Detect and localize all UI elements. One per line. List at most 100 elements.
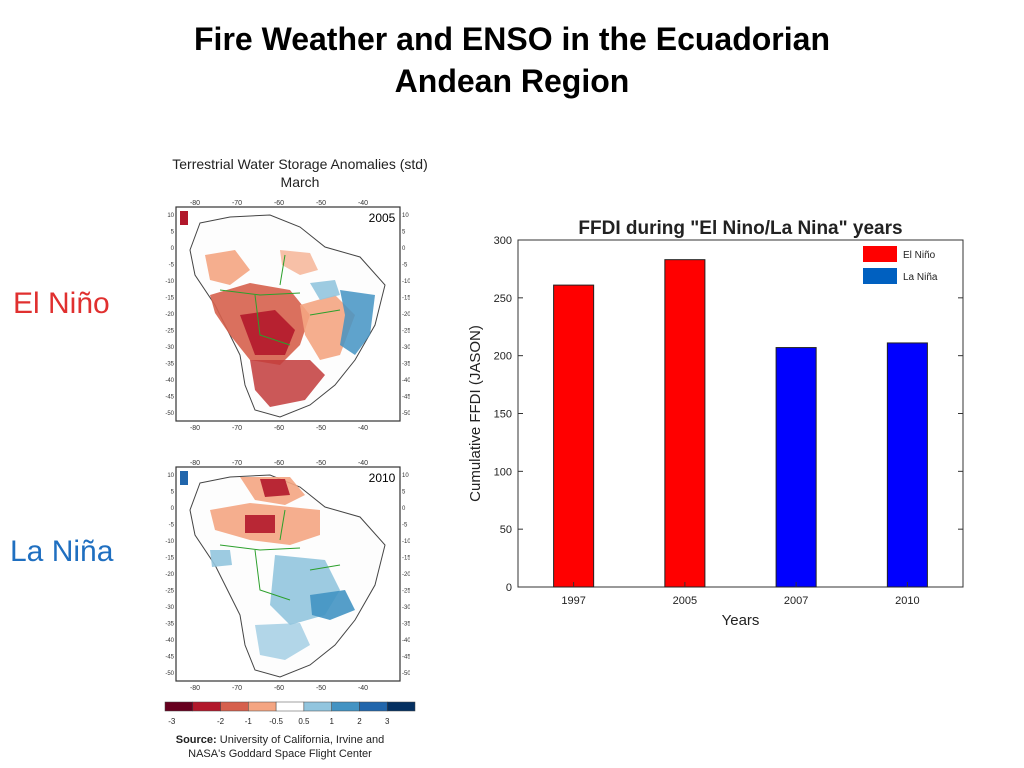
lat-tick-left: -5: [169, 523, 175, 529]
lat-tick-left: -15: [165, 296, 174, 302]
lon-tick-top: -60: [274, 200, 284, 207]
lat-tick-left: -45: [165, 395, 174, 401]
lat-tick-left: -35: [165, 622, 174, 628]
lat-tick-left: 0: [171, 506, 175, 512]
y-tick-label: 50: [500, 524, 512, 536]
tws-map-2010-svg: 2010 -80-80-70-70-60-60-50-50-40-40 10 10…: [165, 460, 410, 692]
lat-tick-left: -15: [165, 556, 174, 562]
colorbar-segment: [192, 701, 221, 712]
tws-map-2005-svg: 2005 -80-80-70-70-60-60-50-50-40-40 10 10…: [165, 200, 410, 432]
source-line1: University of California, Irvine and: [219, 734, 385, 746]
x-tick-label: 2007: [784, 595, 808, 607]
lon-tick-bottom: -60: [274, 425, 284, 432]
lat-tick-left: 5: [171, 490, 175, 496]
chart-title: FFDI during "El Nino/La Nina" years: [578, 218, 902, 239]
lat-tick-left: -25: [165, 589, 174, 595]
colorbar-segment: [331, 701, 360, 712]
lat-tick-left: 5: [171, 230, 175, 236]
lon-tick-bottom: -50: [316, 685, 326, 692]
lat-tick-left: -50: [165, 671, 174, 677]
y-tick-label: 300: [494, 235, 512, 247]
map-2010-lon-ticks: -80 -80 -70 -70 -60 -60 -50 -50 -40 -40: [190, 460, 368, 692]
slide-title-line2: Andean Region: [394, 63, 630, 99]
colorbar-svg: -3 -2 -1 -0.5 0.5 1 2 3: [164, 701, 416, 726]
map-caption-line1: Terrestrial Water Storage Anomalies (std…: [172, 156, 428, 172]
lat-tick-right: -20: [402, 312, 410, 318]
legend-swatch: [863, 246, 897, 262]
lat-tick-left: -40: [165, 378, 174, 384]
legend-label: La Niña: [903, 272, 938, 283]
legend-swatch: [863, 268, 897, 284]
lat-tick-left: -10: [165, 279, 174, 285]
colorbar-tick-label: 3: [385, 717, 390, 726]
lon-tick-top: -70: [232, 460, 242, 467]
lat-tick-left: 10: [167, 473, 174, 479]
lat-tick-right: -40: [402, 638, 410, 644]
lat-tick-right: -10: [402, 539, 410, 545]
lat-tick-left: -5: [169, 263, 175, 269]
lat-tick-left: -10: [165, 539, 174, 545]
colorbar-tick-label: 2: [357, 717, 362, 726]
colorbar-tick-label: 1: [329, 717, 334, 726]
y-tick-label: 200: [494, 351, 512, 363]
lat-tick-left: -25: [165, 329, 174, 335]
bar-1997: [553, 284, 595, 588]
source-credit: Source: University of California, Irvine…: [150, 733, 410, 761]
lon-tick-bottom: -70: [232, 425, 242, 432]
chart-legend: El Niño La Niña: [863, 246, 938, 284]
lat-tick-right: -15: [402, 556, 410, 562]
lat-tick-left: -45: [165, 655, 174, 661]
lat-tick-left: -50: [165, 411, 174, 417]
lat-tick-right: 5: [402, 490, 406, 496]
lon-tick-top: -50: [316, 200, 326, 207]
lon-tick-bottom: -40: [358, 425, 368, 432]
colorbar-tick-label: -1: [245, 717, 253, 726]
colorbar-tick-label: 0.5: [298, 717, 310, 726]
lat-tick-right: -5: [402, 523, 408, 529]
lat-tick-right: -15: [402, 296, 410, 302]
lat-tick-right: -5: [402, 263, 408, 269]
lat-tick-right: -45: [402, 395, 410, 401]
lat-tick-right: 0: [402, 506, 406, 512]
colorbar-segment: [220, 701, 249, 712]
lon-tick-top: -80: [190, 460, 200, 467]
lat-tick-right: -20: [402, 572, 410, 578]
bar-2010: [886, 342, 928, 588]
map-caption-line2: March: [280, 174, 320, 190]
map-2005-lon-ticks: -80 -80 -70 -70 -60 -60 -50 -50 -40 -40: [190, 200, 368, 432]
source-line2: NASA's Goddard Space Flight Center: [188, 748, 372, 760]
lat-tick-right: -40: [402, 378, 410, 384]
slide-title: Fire Weather and ENSO in the Ecuadorian …: [112, 18, 912, 102]
colorbar-segment: [248, 701, 277, 712]
lat-tick-right: -10: [402, 279, 410, 285]
lon-tick-top: -60: [274, 460, 284, 467]
lon-tick-bottom: -60: [274, 685, 284, 692]
map-year-2010: 2010: [369, 471, 396, 485]
map-caption: Terrestrial Water Storage Anomalies (std…: [150, 155, 450, 191]
x-tick-label: 2005: [673, 595, 697, 607]
tws-map-2010: 2010 -80 -80 -70 -70 -60 -60 -50 -50 -40 -40 10 10…: [160, 455, 410, 693]
lat-tick-right: -25: [402, 589, 410, 595]
map-2005-lat-ticks: 10 10 5 5 0 0 -5 -5 -10 -10 -15 -15 -20 -20 -25 -25 -30 -…: [165, 213, 410, 417]
ffdi-bar-chart: FFDI during "El Nino/La Nina" years 0 50 10…: [460, 210, 980, 630]
lat-tick-right: -30: [402, 605, 410, 611]
lat-tick-right: 10: [402, 213, 409, 219]
colorbar-tick-label: -2: [217, 717, 225, 726]
lon-tick-top: -40: [358, 200, 368, 207]
bar-2007: [775, 347, 817, 588]
colorbar-segment: [164, 701, 194, 712]
lat-tick-left: -30: [165, 605, 174, 611]
lat-tick-left: -35: [165, 362, 174, 368]
lat-tick-left: 10: [167, 213, 174, 219]
x-axis-label: Years: [722, 612, 760, 629]
colorbar-segment: [386, 701, 416, 712]
lon-tick-bottom: -70: [232, 685, 242, 692]
lat-tick-left: 0: [171, 246, 175, 252]
tws-map-2005: 2005 -80 -80 -70 -70 -60 -60 -50 -50 -40 -40 10 10…: [160, 195, 410, 433]
lat-tick-left: -30: [165, 345, 174, 351]
lat-tick-right: 5: [402, 230, 406, 236]
x-tick-label: 2010: [895, 595, 919, 607]
colorbar-tick-label: -3: [168, 717, 176, 726]
y-tick-label: 0: [506, 582, 512, 594]
lon-tick-bottom: -40: [358, 685, 368, 692]
